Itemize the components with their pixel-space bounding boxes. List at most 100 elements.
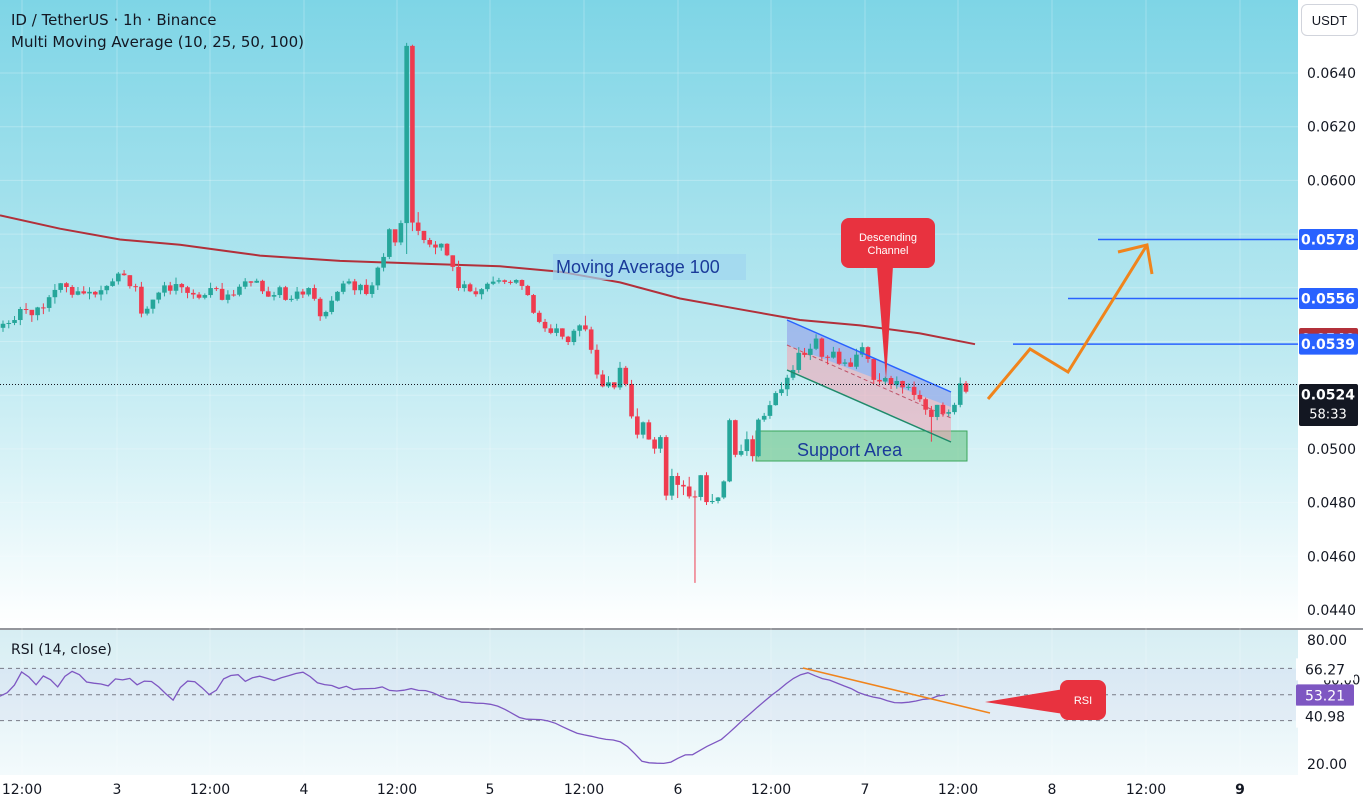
candle-body xyxy=(698,475,704,497)
candle-body xyxy=(294,291,300,299)
candle-body xyxy=(727,420,732,482)
candle-body xyxy=(600,374,606,387)
candle-body xyxy=(35,307,40,316)
candle-body xyxy=(952,404,957,413)
candle-body xyxy=(963,383,969,392)
candle-body xyxy=(531,295,536,313)
candle-body xyxy=(629,383,634,417)
candle-body xyxy=(957,383,963,405)
candle-body xyxy=(813,338,819,349)
candle-body xyxy=(300,291,306,295)
candle-body xyxy=(623,367,629,384)
candle-body xyxy=(934,404,940,417)
price-tick-label: 0.0620 xyxy=(1307,120,1356,136)
candle-body xyxy=(214,288,219,290)
candle-body xyxy=(0,323,6,328)
candle-body xyxy=(929,409,934,417)
forecast-path xyxy=(986,244,1149,400)
candle-body xyxy=(940,404,946,414)
candle-body xyxy=(865,347,871,359)
rsi-line xyxy=(0,670,946,765)
candle-body xyxy=(87,291,92,294)
channel-callout-box[interactable] xyxy=(841,218,935,268)
rsi-title: RSI (14, close) xyxy=(11,642,112,658)
ma-label: Moving Average 100 xyxy=(556,257,720,277)
candle-body xyxy=(375,267,381,286)
time-tick-label: 9 xyxy=(1235,782,1245,798)
time-tick-label: 8 xyxy=(1048,782,1057,798)
candle-body xyxy=(496,280,502,282)
candle-body xyxy=(323,311,329,317)
candle-body xyxy=(139,286,144,314)
price-axis[interactable]: 0.0640 0.0620 0.0600 0.0500 0.0480 0.0460 0.04… xyxy=(1296,66,1360,773)
candle-body xyxy=(658,437,663,449)
candle-body xyxy=(704,475,709,503)
candle-body xyxy=(52,289,58,298)
candle-body xyxy=(733,420,738,455)
candle-body xyxy=(485,283,490,290)
candle-body xyxy=(398,223,404,243)
time-tick-label: 12:00 xyxy=(377,782,417,798)
rsi-trendline xyxy=(802,667,991,714)
price-label-text: 0.0578 xyxy=(1301,232,1355,248)
candle-body xyxy=(473,291,479,295)
candle-body xyxy=(882,378,888,382)
candle-body xyxy=(490,281,496,284)
candle-body xyxy=(329,300,334,312)
candle-body xyxy=(744,439,750,452)
price-tick-label: 0.0600 xyxy=(1307,173,1356,189)
candle-body xyxy=(681,484,686,487)
candle-body xyxy=(121,273,127,276)
candle-body xyxy=(110,281,115,286)
time-tick-label: 12:00 xyxy=(2,782,42,798)
time-axis-background xyxy=(0,775,1298,806)
candle-body xyxy=(917,394,923,400)
candle-body xyxy=(548,328,554,333)
candle-body xyxy=(116,273,121,282)
candle-body xyxy=(277,287,283,296)
candle-body xyxy=(525,285,531,296)
price-tick-label: 0.0480 xyxy=(1307,496,1356,512)
currency-button[interactable]: USDT xyxy=(1301,4,1358,36)
candle-body xyxy=(265,291,271,297)
price-tick-label: 0.0440 xyxy=(1307,603,1356,619)
candle-body xyxy=(836,351,842,364)
candle-body xyxy=(611,382,617,388)
candle-body xyxy=(663,437,669,496)
candle-body xyxy=(692,496,698,498)
channel-top-line xyxy=(786,319,952,393)
candle-body xyxy=(306,288,311,295)
candle-body xyxy=(433,244,438,248)
candle-body xyxy=(571,330,577,343)
candle-body xyxy=(825,356,830,358)
candle-body xyxy=(479,289,484,295)
candle-body xyxy=(225,294,231,300)
candle-body xyxy=(738,451,744,455)
rsi-level-badge xyxy=(1296,705,1354,728)
candle-body xyxy=(577,325,582,331)
candle-body xyxy=(652,439,657,449)
candle-body xyxy=(254,280,260,283)
candle-body xyxy=(12,320,17,323)
candle-body xyxy=(104,285,110,291)
price-label-badge xyxy=(1299,288,1358,310)
price-label-text: 0.0539 xyxy=(1301,337,1355,353)
rsi-callout-box[interactable] xyxy=(1060,680,1106,720)
candle-body xyxy=(29,309,35,316)
candle-body xyxy=(231,294,236,296)
time-tick-label: 6 xyxy=(674,782,683,798)
candle-body xyxy=(317,298,323,317)
candle-body xyxy=(242,281,248,287)
price-pane-background xyxy=(0,0,1298,628)
candle-body xyxy=(335,291,340,301)
candle-body xyxy=(560,328,565,337)
candle-body xyxy=(773,393,779,406)
candle-body xyxy=(750,439,755,457)
candle-body xyxy=(508,281,513,283)
candle-body xyxy=(283,287,288,300)
candle-body xyxy=(404,45,409,224)
time-axis[interactable]: 12:00 3 12:00 4 12:00 5 12:00 6 12:00 7 12:00 8 12:0… xyxy=(2,782,1245,798)
candle-body xyxy=(237,286,242,295)
time-tick-label: 5 xyxy=(486,782,495,798)
